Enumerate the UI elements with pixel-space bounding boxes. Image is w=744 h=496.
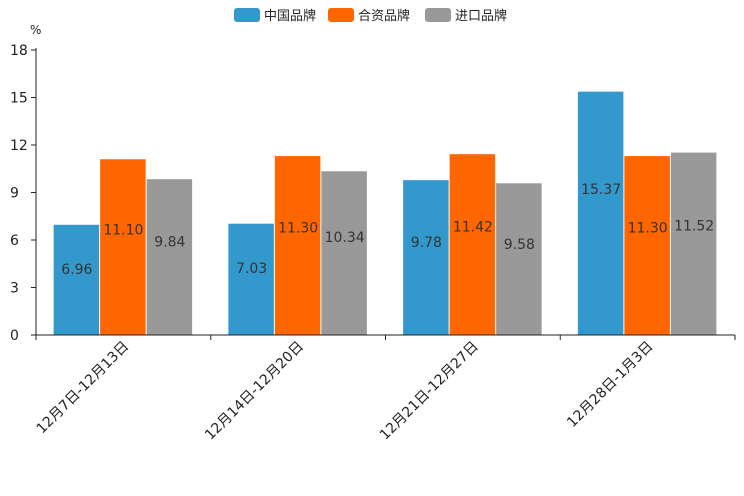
bar-value-label-series3-cat3: 9.58 [504, 237, 535, 253]
bar-value-label-series2-cat4: 11.30 [628, 221, 668, 237]
y-tick-label-1: 3 [10, 281, 19, 297]
legend: 中国品牌 合资品牌 进口品牌 [234, 8, 507, 24]
legend-swatch-3 [425, 8, 451, 22]
bar-value-label-series3-cat1: 9.84 [154, 235, 185, 251]
bar-value-label-series2-cat2: 11.30 [278, 221, 318, 237]
y-tick-label-0: 0 [10, 328, 19, 344]
x-category-label-3: 12月21日-12月27日 [377, 339, 482, 444]
y-tick-label-3: 9 [10, 186, 19, 202]
bar-series1-cat3 [403, 180, 449, 335]
bar-series2-cat3 [449, 154, 496, 335]
bar-value-label-series1-cat2: 7.03 [236, 261, 267, 277]
bar-value-label-series1-cat4: 15.37 [581, 182, 621, 198]
bar-series1-cat1 [53, 224, 100, 335]
bar-series2-cat2 [274, 156, 321, 335]
bar-series1-cat4 [577, 91, 624, 336]
bar-series3-cat3 [496, 183, 542, 335]
y-tick-label-2: 6 [10, 233, 19, 249]
bar-series3-cat1 [146, 179, 193, 335]
legend-label-1: 中国品牌 [264, 8, 316, 24]
bar-series3-cat2 [321, 171, 367, 335]
x-category-label-4: 12月28日-1月3日 [564, 339, 656, 431]
bar-value-label-series2-cat1: 11.10 [103, 223, 143, 239]
bar-value-label-series3-cat2: 10.34 [325, 230, 365, 246]
bar-value-label-series3-cat4: 11.52 [674, 219, 714, 235]
x-category-label-2: 12月14日-12月20日 [202, 339, 307, 444]
legend-swatch-1 [234, 8, 260, 22]
y-tick-label-6: 18 [10, 43, 28, 59]
y-axis: 0 3 6 9 12 15 18 [10, 43, 37, 344]
y-tick-label-4: 12 [10, 138, 28, 154]
legend-label-2: 合资品牌 [358, 8, 410, 24]
legend-swatch-2 [328, 8, 354, 22]
bar-value-label-series2-cat3: 11.42 [453, 220, 493, 236]
bar-series2-cat1 [100, 159, 146, 335]
x-axis: 12月7日-12月13日 12月14日-12月20日 12月21日-12月27日 12… [34, 334, 736, 444]
y-axis-unit: % [30, 23, 41, 37]
bar-value-label-series1-cat1: 6.96 [61, 262, 92, 278]
bar-series2-cat4 [624, 156, 670, 335]
x-category-label-1: 12月7日-12月13日 [34, 339, 133, 438]
bars: 6.96 11.10 9.84 7.03 11.30 10.34 9.78 11.42 9.58… [53, 91, 717, 336]
bar-value-label-series1-cat3: 9.78 [411, 235, 442, 251]
bar-series1-cat2 [228, 223, 274, 335]
bar-series3-cat4 [670, 152, 717, 335]
legend-label-3: 进口品牌 [455, 8, 507, 24]
y-tick-label-5: 15 [10, 91, 28, 107]
